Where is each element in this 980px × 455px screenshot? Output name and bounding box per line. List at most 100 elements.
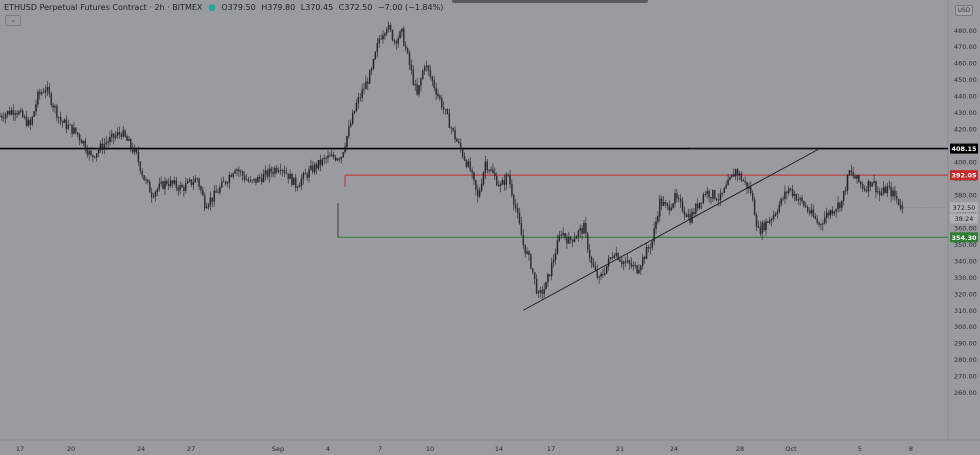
candle-body xyxy=(169,180,172,187)
candle-body xyxy=(401,28,403,32)
candle-body xyxy=(710,197,712,199)
candle-body xyxy=(31,116,33,125)
candle-body xyxy=(260,178,263,183)
candle-body xyxy=(865,190,868,192)
chevron-down-icon[interactable]: ⌄ xyxy=(5,15,21,26)
candle-body xyxy=(164,180,166,189)
candle-body xyxy=(748,187,750,189)
candle-body xyxy=(475,180,477,190)
candle-body xyxy=(890,186,892,197)
candle-body xyxy=(524,244,526,254)
candle-body xyxy=(757,225,760,228)
candle-body xyxy=(486,161,488,171)
candle-body xyxy=(103,144,105,150)
symbol-title[interactable]: ETHUSD Perpetual Futures Contract · 2h ·… xyxy=(4,3,203,12)
candle-body xyxy=(801,197,803,202)
candle-body xyxy=(607,258,610,267)
candle-body xyxy=(427,65,430,71)
candle-body xyxy=(609,257,612,259)
candle-body xyxy=(746,181,748,189)
candle-body xyxy=(708,191,710,198)
candle-body xyxy=(869,181,871,187)
y-tick-label: 260.00 xyxy=(954,389,977,397)
candle-body xyxy=(651,241,653,248)
candle-body xyxy=(655,221,657,229)
candle-body xyxy=(602,274,604,276)
candle-body xyxy=(698,202,701,209)
level-price-tag xyxy=(950,143,978,154)
candle-body xyxy=(463,156,466,161)
candle-body xyxy=(494,172,496,177)
candle-body xyxy=(308,169,310,178)
candle-body xyxy=(35,104,37,112)
candle-body xyxy=(20,110,22,112)
candle-body xyxy=(664,202,667,204)
candle-body xyxy=(679,198,682,202)
candle-body xyxy=(264,170,267,175)
candle-body xyxy=(496,176,498,186)
top-toolbar-handle[interactable] xyxy=(452,0,648,3)
candle-body xyxy=(211,197,214,202)
candle-body xyxy=(116,132,119,136)
candle-body xyxy=(141,170,143,176)
candle-body xyxy=(69,124,71,126)
y-tick-label: 380.00 xyxy=(954,191,977,199)
candle-body xyxy=(731,174,733,178)
candle-body xyxy=(228,175,231,183)
candle-body xyxy=(592,262,595,267)
candle-body xyxy=(509,175,511,185)
candle-body xyxy=(160,181,162,184)
x-tick-label: 27 xyxy=(187,445,195,453)
candle-body xyxy=(518,212,521,224)
candle-body xyxy=(839,202,841,208)
candle-body xyxy=(84,140,87,150)
candle-body xyxy=(632,264,634,267)
candle-body xyxy=(336,158,339,161)
candle-body xyxy=(573,238,576,242)
candle-body xyxy=(816,218,818,223)
candle-body xyxy=(795,194,798,201)
candle-body xyxy=(410,64,413,71)
candle-body xyxy=(852,171,854,177)
candle-body xyxy=(319,159,322,165)
candle-body xyxy=(207,204,210,207)
candle-body xyxy=(645,247,648,259)
candle-body xyxy=(340,156,342,160)
candle-body xyxy=(522,235,524,245)
candle-body xyxy=(497,185,500,187)
candle-body xyxy=(492,169,494,174)
candle-body xyxy=(109,136,111,142)
candle-body xyxy=(346,136,348,147)
candle-body xyxy=(714,190,716,199)
current-price-label: 372.50 xyxy=(953,204,976,212)
candle-body xyxy=(16,112,18,115)
candle-body xyxy=(600,274,602,277)
x-tick-label: 4 xyxy=(326,445,330,453)
x-tick-label: 5 xyxy=(858,445,862,453)
candle-body xyxy=(448,113,451,129)
candle-body xyxy=(12,110,14,115)
candle-body xyxy=(452,128,454,131)
candle-body xyxy=(837,202,839,210)
currency-label[interactable]: USD xyxy=(955,5,973,16)
ascending-trendline[interactable] xyxy=(523,148,820,311)
candle-body xyxy=(77,132,79,136)
y-tick-label: 480.00 xyxy=(954,27,977,35)
candle-body xyxy=(420,78,422,86)
candle-body xyxy=(685,214,688,218)
candle-body xyxy=(473,172,475,181)
candle-body xyxy=(257,176,259,183)
candle-body xyxy=(162,181,164,189)
candle-body xyxy=(880,193,883,196)
candle-body xyxy=(171,180,174,184)
candle-body xyxy=(833,211,835,214)
candle-body xyxy=(350,123,352,127)
candle-body xyxy=(672,203,674,208)
candle-body xyxy=(877,191,879,193)
candle-body xyxy=(501,180,504,185)
candle-body xyxy=(733,174,735,177)
candle-body xyxy=(442,107,445,110)
candle-body xyxy=(41,92,43,95)
candle-body xyxy=(204,195,206,209)
